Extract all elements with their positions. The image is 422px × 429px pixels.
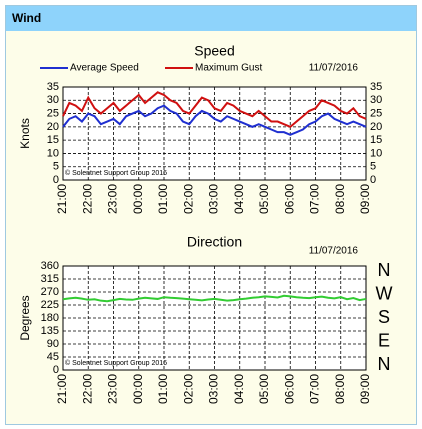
date-label: 11/07/2016 <box>309 63 359 74</box>
compass-label: S <box>378 307 390 327</box>
x-tick-label: 21:00 <box>55 374 69 404</box>
series-line <box>62 294 367 303</box>
chart-title: Direction <box>187 234 242 250</box>
x-tick-label: 03:00 <box>207 374 221 404</box>
y-tick-label: 10 <box>47 147 59 159</box>
header-bar <box>6 6 416 31</box>
y-tick-label: 135 <box>41 325 59 337</box>
y-tick-label: 45 <box>47 351 59 363</box>
date-label: 11/07/2016 <box>309 246 359 257</box>
x-tick-label: 06:00 <box>282 374 296 404</box>
x-tick-label: 09:00 <box>358 374 372 404</box>
y-tick-label: 0 <box>53 364 59 376</box>
x-tick-label: 05:00 <box>257 374 271 404</box>
x-tick-label: 04:00 <box>232 184 246 214</box>
y-tick-label-right: 25 <box>370 107 382 119</box>
x-tick-label: 01:00 <box>156 374 170 404</box>
y-tick-label: 35 <box>47 81 59 93</box>
series-line <box>62 104 367 136</box>
y-tick-label-right: 35 <box>370 81 382 93</box>
y-tick-label: 90 <box>47 338 59 350</box>
y-tick-label: 15 <box>47 134 59 146</box>
header-title: Wind <box>12 11 41 25</box>
y-tick-label: 25 <box>47 107 59 119</box>
y-tick-label-right: 30 <box>370 94 382 106</box>
x-tick-label: 07:00 <box>308 184 322 214</box>
x-tick-label: 02:00 <box>181 184 195 214</box>
x-tick-label: 03:00 <box>207 184 221 214</box>
compass-label: W <box>376 283 393 303</box>
x-tick-label: 09:00 <box>358 184 372 214</box>
y-tick-label-right: 15 <box>370 134 382 146</box>
compass-label: N <box>378 260 391 280</box>
y-tick-label: 5 <box>53 161 59 173</box>
y-tick-label-right: 10 <box>370 147 382 159</box>
y-tick-label: 30 <box>47 94 59 106</box>
x-tick-label: 08:00 <box>333 374 347 404</box>
x-tick-label: 08:00 <box>333 184 347 214</box>
y-tick-label: 270 <box>41 286 59 298</box>
x-tick-label: 22:00 <box>80 374 94 404</box>
y-tick-label: 315 <box>41 273 59 285</box>
compass-label: E <box>378 330 390 350</box>
y-tick-label: 20 <box>47 121 59 133</box>
legend-label: Average Speed <box>70 63 139 74</box>
y-axis-label: Degrees <box>18 295 32 340</box>
x-tick-label: 23:00 <box>106 374 120 404</box>
x-tick-label: 02:00 <box>181 374 195 404</box>
compass-label: N <box>378 354 391 374</box>
y-axis-label: Knots <box>18 118 32 149</box>
series-line <box>62 91 367 129</box>
x-tick-label: 00:00 <box>131 374 145 404</box>
y-tick-label-right: 5 <box>370 161 376 173</box>
y-tick-label: 180 <box>41 312 59 324</box>
x-tick-label: 04:00 <box>232 374 246 404</box>
x-tick-label: 23:00 <box>106 184 120 214</box>
x-tick-label: 01:00 <box>156 184 170 214</box>
x-tick-label: 06:00 <box>282 184 296 214</box>
y-tick-label-right: 20 <box>370 121 382 133</box>
x-tick-label: 22:00 <box>80 184 94 214</box>
y-tick-label: 225 <box>41 299 59 311</box>
copyright-note: © Solentnet Support Group 2016 <box>65 359 167 367</box>
y-tick-label-right: 0 <box>370 174 376 186</box>
x-tick-label: 05:00 <box>257 184 271 214</box>
x-tick-label: 07:00 <box>308 374 322 404</box>
x-tick-label: 00:00 <box>131 184 145 214</box>
chart-title: Speed <box>194 43 234 59</box>
y-tick-label: 0 <box>53 174 59 186</box>
legend-label: Maximum Gust <box>195 63 262 74</box>
y-tick-label: 360 <box>41 260 59 272</box>
copyright-note: © Solentnet Support Group 2016 <box>65 169 167 177</box>
x-tick-label: 21:00 <box>55 184 69 214</box>
